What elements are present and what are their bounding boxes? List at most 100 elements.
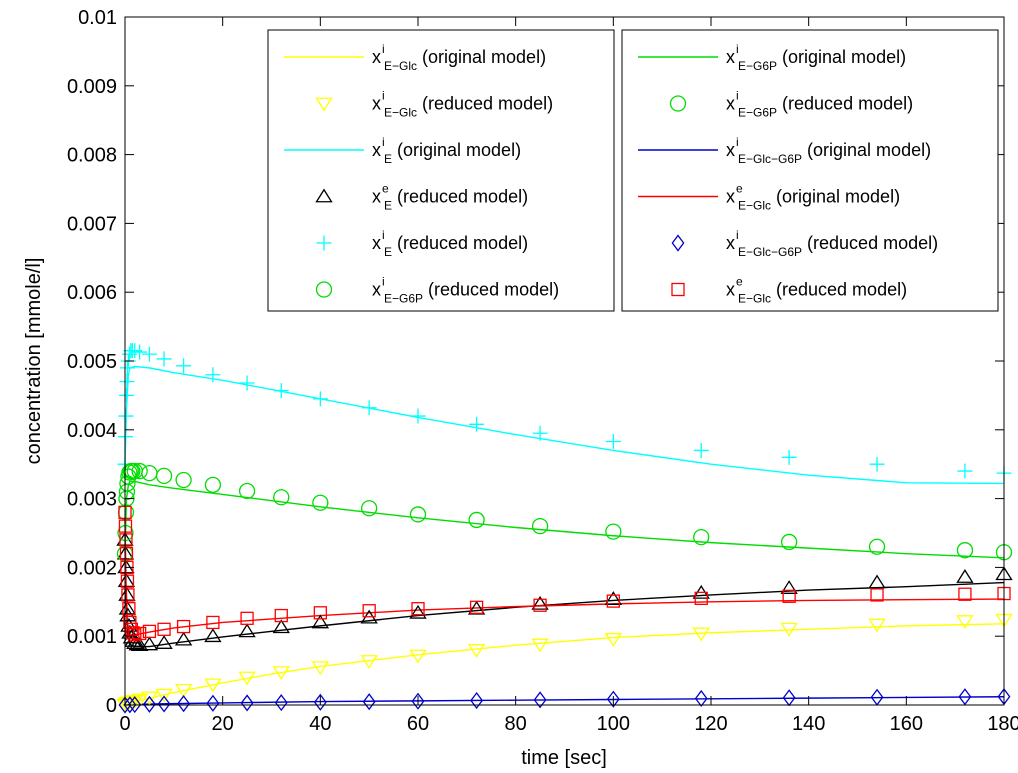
data-point-triangle-up bbox=[531, 595, 549, 610]
data-point-circle bbox=[361, 500, 378, 517]
series-x-i-e-original-model bbox=[124, 365, 1005, 485]
data-point-plus bbox=[141, 346, 157, 362]
x-tick-label: 0 bbox=[119, 713, 130, 735]
series-line-x-i-e-glc-original-model bbox=[124, 623, 1005, 706]
data-point-plus bbox=[361, 400, 377, 416]
series-x-i-e-g6p-reduced-model bbox=[116, 462, 1013, 562]
data-point-square bbox=[606, 594, 620, 608]
data-point-square bbox=[120, 574, 135, 588]
data-point-plus bbox=[410, 408, 426, 424]
data-point-triangle-up bbox=[118, 586, 136, 601]
legend-swatch-square bbox=[671, 282, 685, 297]
data-point-plus bbox=[132, 344, 148, 360]
data-point-circle bbox=[868, 538, 886, 555]
data-point-square bbox=[122, 602, 136, 616]
data-point-triangle-up bbox=[118, 600, 137, 615]
series-x-i-e-glc-g6p-reduced-model bbox=[118, 688, 1011, 714]
y-tick-label: 0.009 bbox=[67, 76, 117, 98]
data-point-square bbox=[121, 588, 135, 602]
legend-entry-x-i-e-g6p-reduced-model: xiE−G6P (reduced model) bbox=[315, 275, 559, 306]
data-point-triangle-up bbox=[126, 635, 144, 649]
y-tick-label: 0.002 bbox=[67, 557, 117, 579]
series-line-x-i-e-original-model bbox=[124, 365, 1005, 485]
legend-entry-x-e-e-reduced-model: xe E (reduced model) bbox=[315, 182, 528, 213]
data-point-plus bbox=[176, 358, 192, 374]
data-point-diamond bbox=[411, 692, 425, 710]
legend-label: xe E−Glc (original model) bbox=[726, 182, 900, 213]
series-x-i-e-g6p-original-model bbox=[124, 480, 1005, 559]
data-point-square bbox=[240, 611, 254, 625]
y-tick-label: 0.005 bbox=[67, 351, 117, 373]
data-point-diamond bbox=[206, 694, 220, 712]
plot-marks bbox=[116, 343, 1013, 714]
data-point-plus bbox=[781, 449, 797, 465]
series-x-e-e-reduced-model bbox=[116, 531, 1013, 652]
data-point-square bbox=[411, 602, 425, 616]
data-point-triangle-down bbox=[140, 691, 159, 706]
legend-label: xiE−G6P (reduced model) bbox=[372, 275, 559, 306]
data-point-circle bbox=[273, 489, 290, 506]
data-point-triangle-down bbox=[868, 618, 886, 633]
legend-label: xe E−Glc (reduced model) bbox=[726, 275, 907, 306]
y-tick-label: 0 bbox=[106, 695, 117, 717]
data-point-plus bbox=[239, 375, 255, 391]
x-tick-label: 20 bbox=[212, 713, 234, 735]
data-point-triangle-down bbox=[311, 661, 330, 676]
legend-label: xiE−Glc (reduced model) bbox=[372, 89, 553, 120]
data-point-diamond bbox=[142, 695, 156, 713]
data-point-triangle-down bbox=[956, 615, 974, 630]
data-point-diamond bbox=[274, 694, 288, 712]
data-point-square bbox=[132, 626, 147, 641]
series-x-e-e-glc-original-model bbox=[124, 519, 1005, 636]
series-line-x-i-e-glc-g6p-original-model bbox=[124, 696, 1005, 706]
x-tick-label: 140 bbox=[792, 713, 825, 735]
legend-swatch-triangle-up bbox=[315, 188, 333, 203]
y-tick-label: 0.004 bbox=[67, 420, 117, 442]
data-point-triangle-down bbox=[130, 693, 149, 708]
legend-label: xiE (original model) bbox=[372, 135, 521, 166]
legend-entry-x-i-e-glc-g6p-original-model: xiE−Glc−G6P (original model) bbox=[638, 135, 931, 166]
data-point-triangle-up bbox=[409, 604, 427, 619]
y-tick-label: 0.01 bbox=[78, 7, 117, 29]
data-point-square bbox=[157, 622, 171, 636]
legend-label: xe E (reduced model) bbox=[372, 182, 528, 213]
legend-frame bbox=[267, 29, 615, 312]
legend-frame bbox=[621, 29, 999, 312]
legend-swatch-circle bbox=[315, 281, 333, 298]
data-point-triangle-down bbox=[360, 655, 378, 669]
data-point-circle bbox=[238, 482, 256, 500]
legend-area: xiE−Glc (original model) xiE−Glc (reduced m… bbox=[267, 29, 999, 312]
data-point-circle bbox=[409, 506, 427, 523]
data-point-square bbox=[469, 600, 484, 614]
data-point-circle bbox=[780, 533, 798, 551]
data-point-triangle-down bbox=[174, 683, 193, 698]
data-point-diamond bbox=[694, 689, 708, 708]
data-point-triangle-down bbox=[604, 633, 623, 647]
data-point-square bbox=[274, 608, 288, 623]
y-tick-label: 0.003 bbox=[67, 489, 117, 511]
data-point-triangle-up bbox=[174, 631, 193, 646]
legend-entry-x-e-e-glc-original-model: xe E−Glc (original model) bbox=[638, 182, 900, 213]
legend-label: xiE−G6P (original model) bbox=[726, 42, 906, 73]
data-point-triangle-up bbox=[604, 591, 623, 605]
data-point-triangle-down bbox=[692, 627, 710, 642]
data-point-circle bbox=[693, 528, 710, 546]
data-point-triangle-down bbox=[272, 666, 290, 680]
data-point-square bbox=[176, 619, 191, 634]
data-point-triangle-up bbox=[868, 574, 886, 589]
data-point-triangle-up bbox=[311, 614, 330, 629]
data-point-circle bbox=[175, 471, 192, 489]
series-x-i-e-glc-original-model bbox=[124, 623, 1005, 706]
data-point-square bbox=[362, 604, 376, 618]
legend-label: xiE−Glc−G6P (reduced model) bbox=[726, 228, 938, 259]
legend-entry-x-i-e-g6p-reduced-model: xiE−G6P (reduced model) bbox=[669, 89, 913, 120]
legend-swatch-triangle-down bbox=[315, 97, 333, 112]
legend-box-2: xiE−G6P (original model) xiE−G6P (reduced m… bbox=[621, 29, 999, 312]
series-line-x-i-e-g6p-original-model bbox=[124, 480, 1005, 559]
data-point-triangle-down bbox=[238, 671, 256, 686]
data-point-plus bbox=[156, 351, 172, 367]
data-point-diamond bbox=[470, 691, 484, 710]
legend-swatch-diamond bbox=[671, 234, 685, 252]
series-x-i-e-reduced-model bbox=[117, 343, 1012, 481]
